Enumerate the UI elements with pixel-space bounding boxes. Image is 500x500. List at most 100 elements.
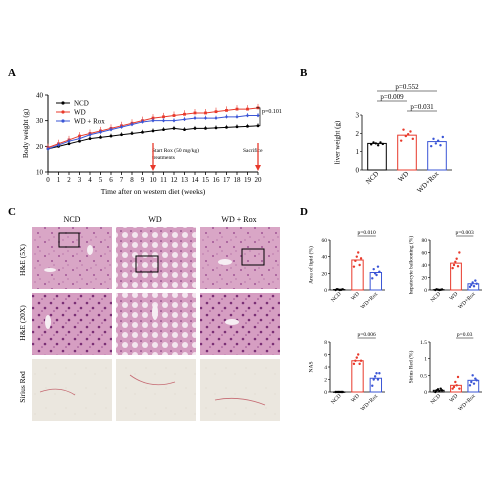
data-point [183,128,186,132]
data-point [354,259,357,263]
y-tick-label: 40 [36,92,44,100]
x-tick-label: 11 [160,176,167,184]
data-point [78,134,81,138]
data-point [452,263,456,267]
y-tick-label: 20 [322,271,328,277]
y-tick-label: 2 [324,377,327,383]
rox-annotation: Start Rox (50 mg/kg) [152,147,199,154]
x-tick-label: NCD [430,393,442,405]
data-point [452,385,456,389]
data-point [88,137,92,141]
panel-a-line-chart: Start Rox (50 mg/kg) treatments Sacrific… [21,92,282,197]
sirius-wd-image [116,359,196,421]
data-point [436,388,440,391]
data-point [151,116,155,120]
data-point [172,118,176,123]
x-tick-label: WD+Rox [415,169,440,194]
y-tick-label: 0 [424,390,427,396]
bar [467,379,480,393]
data-point [119,125,124,129]
vessel [45,315,51,329]
data-point [235,125,239,129]
x-tick-label: WD+Rox [360,393,380,413]
data-point [439,387,442,390]
data-point [372,267,375,271]
x-tick-label: 7 [120,176,124,184]
data-point [162,115,165,119]
data-point [355,255,358,258]
data-point [471,281,474,284]
vessel [152,304,158,320]
data-point [341,390,344,394]
data-point [371,277,374,280]
data-point [352,265,356,268]
data-point [458,387,461,390]
sirius-ncd-image [32,359,112,421]
x-tick-label: NCD [430,291,442,303]
x-tick-label: NCD [330,291,342,303]
data-point [436,139,440,142]
data-point [373,375,377,378]
data-point [120,133,123,137]
data-point [372,378,375,381]
collagen-fiber [39,388,76,396]
row-label-he5x: H&E (5X) [18,244,27,276]
bar [467,283,480,291]
data-point [162,128,165,132]
data-point [67,139,71,143]
he20x-wdrox-image [200,293,280,355]
collagen-fiber [214,397,266,406]
data-point [474,279,477,282]
data-point [130,122,134,127]
rox-annotation-line2: treatments [152,155,175,161]
data-point [193,111,197,115]
data-point [381,142,385,146]
y-tick-label: 40 [322,255,328,261]
x-tick-label: 2 [67,176,71,184]
data-point [439,144,442,147]
bar [351,259,364,291]
col-label-wd: WD [148,215,162,224]
y-tick-label: 40 [422,263,428,269]
panel-label-a: A [8,67,16,79]
data-point [358,263,361,267]
panel-c-histology: NCD WD WD + Rox H&E (5X) H&E (20X) Siriu… [18,215,280,421]
comparison-pvalue: p=0.010 [358,230,376,236]
data-point [379,141,382,144]
data-point [376,144,380,147]
data-point [455,257,458,260]
x-tick-label: 9 [141,176,145,184]
data-point [468,384,472,387]
y-tick-label: 3 [356,111,360,119]
x-tick-label: WD [449,393,460,404]
data-point [454,260,457,264]
y-tick-label: 0.5 [420,373,427,379]
data-point [78,139,81,143]
x-tick-label: NCD [364,170,380,186]
col-label-wdrox: WD + Rox [221,215,256,224]
data-point [468,285,472,289]
data-point [183,112,186,116]
data-point [376,378,380,381]
data-point [99,135,102,139]
data-point [341,288,344,291]
x-tick-label: WD [350,291,361,302]
comparison-pvalue: p=0.552 [395,83,419,91]
data-point [429,144,433,148]
x-tick-label: 8 [130,176,134,184]
data-point [451,387,454,390]
data-point [204,111,207,115]
comparison-pvalue: p=0.003 [456,230,474,236]
y-tick-label: 0 [356,166,360,174]
x-tick-label: 14 [192,176,200,184]
x-tick-label: 1 [57,176,61,184]
y-tick-label: 1 [424,357,427,363]
x-tick-label: 10 [150,176,158,184]
data-point [359,257,363,260]
data-point [357,251,360,254]
y-axis-title: hepatocyte ballooning (%) [407,236,414,295]
data-point [245,113,250,118]
zoom-box-ncd [58,232,80,248]
